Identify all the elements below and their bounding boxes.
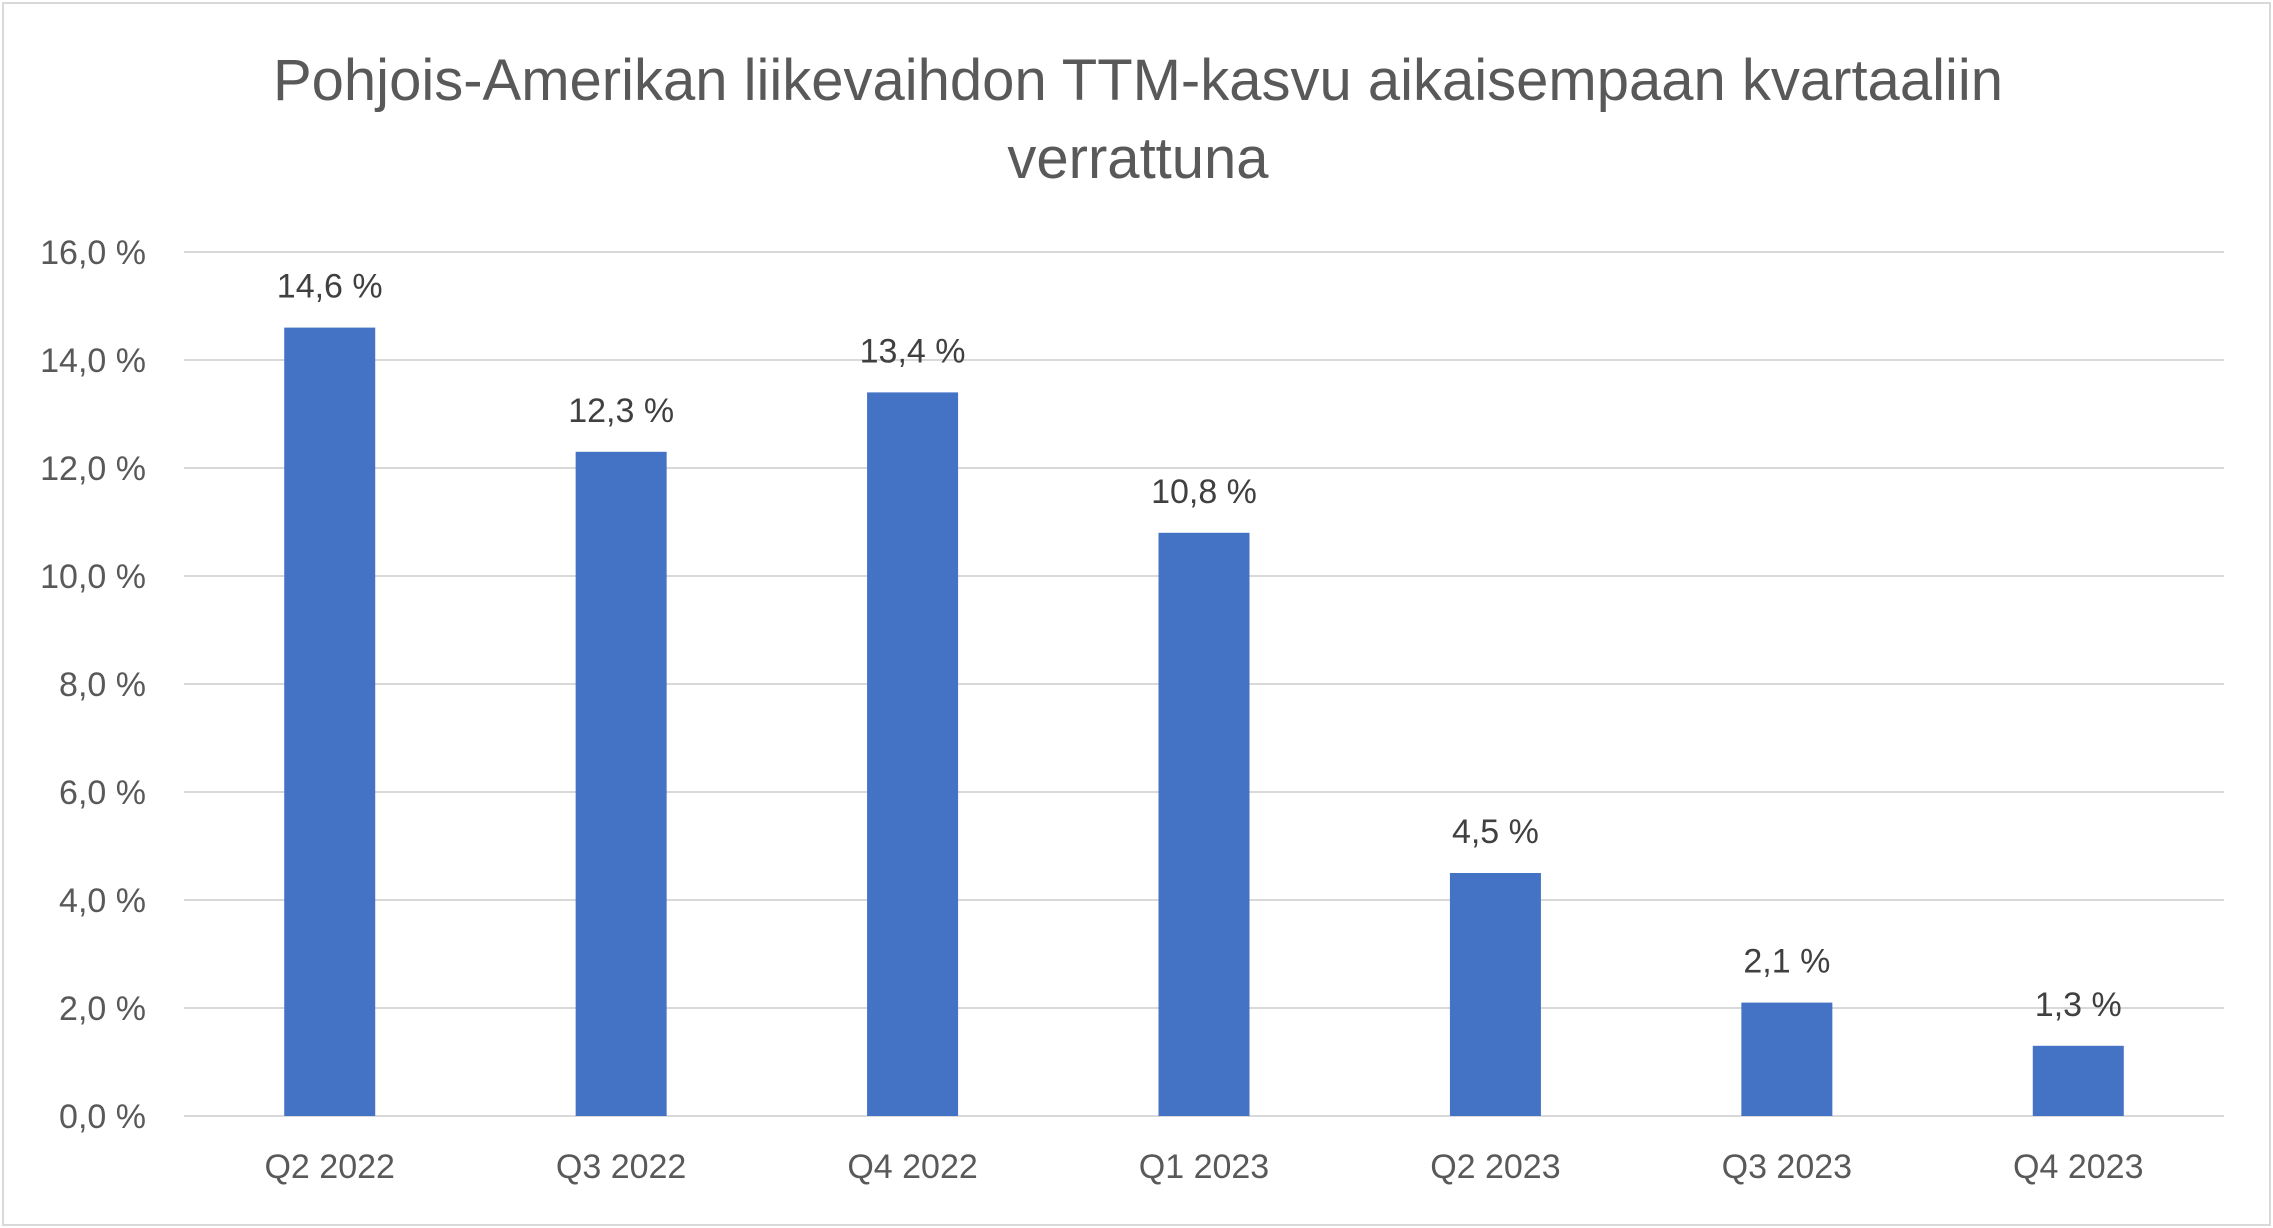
data-label: 14,6 % bbox=[277, 268, 383, 306]
y-tick-label: 0,0 % bbox=[59, 1098, 146, 1136]
bar bbox=[1449, 873, 1541, 1116]
chart-title-line-1: Pohjois-Amerikan liikevaihdon TTM-kasvu … bbox=[273, 48, 2003, 113]
bar bbox=[867, 392, 959, 1116]
bar bbox=[1158, 532, 1250, 1116]
bar-chart: Pohjois-Amerikan liikevaihdon TTM-kasvu … bbox=[40, 48, 2224, 1186]
y-tick-label: 14,0 % bbox=[40, 342, 146, 380]
data-label: 1,3 % bbox=[2035, 986, 2122, 1024]
bars bbox=[284, 327, 2124, 1117]
data-label: 10,8 % bbox=[1151, 473, 1257, 511]
x-tick-label: Q4 2023 bbox=[2013, 1148, 2143, 1186]
x-tick-label: Q3 2022 bbox=[556, 1148, 686, 1186]
y-tick-label: 12,0 % bbox=[40, 450, 146, 488]
y-tick-label: 10,0 % bbox=[40, 558, 146, 596]
x-axis-ticks: Q2 2022 Q3 2022 Q4 2022 Q1 2023 Q2 2023 Q3 20… bbox=[264, 1148, 2143, 1186]
y-tick-label: 2,0 % bbox=[59, 990, 146, 1028]
data-label: 12,3 % bbox=[568, 392, 674, 430]
data-label: 2,1 % bbox=[1743, 943, 1830, 981]
bar bbox=[575, 451, 667, 1116]
data-labels: 14,6 % 12,3 % 13,4 % 10,8 % 4,5 % 2,1 % 1,3 % bbox=[277, 268, 2122, 1024]
y-tick-label: 8,0 % bbox=[59, 666, 146, 704]
x-tick-label: Q1 2023 bbox=[1139, 1148, 1269, 1186]
y-tick-label: 16,0 % bbox=[40, 234, 146, 272]
data-label: 4,5 % bbox=[1452, 813, 1539, 851]
y-tick-label: 4,0 % bbox=[59, 882, 146, 920]
chart-title-line-2: verrattuna bbox=[1007, 126, 1269, 191]
x-tick-label: Q4 2022 bbox=[847, 1148, 977, 1186]
bar bbox=[1741, 1002, 1833, 1116]
y-axis-ticks: 0,0 % 2,0 % 4,0 % 6,0 % 8,0 % 10,0 % 12,0 % 14,… bbox=[40, 234, 146, 1136]
bar bbox=[2032, 1045, 2124, 1116]
data-label: 13,4 % bbox=[860, 332, 966, 370]
x-tick-label: Q3 2023 bbox=[1722, 1148, 1852, 1186]
y-tick-label: 6,0 % bbox=[59, 774, 146, 812]
x-tick-label: Q2 2022 bbox=[264, 1148, 394, 1186]
x-tick-label: Q2 2023 bbox=[1430, 1148, 1560, 1186]
bar bbox=[284, 327, 376, 1117]
